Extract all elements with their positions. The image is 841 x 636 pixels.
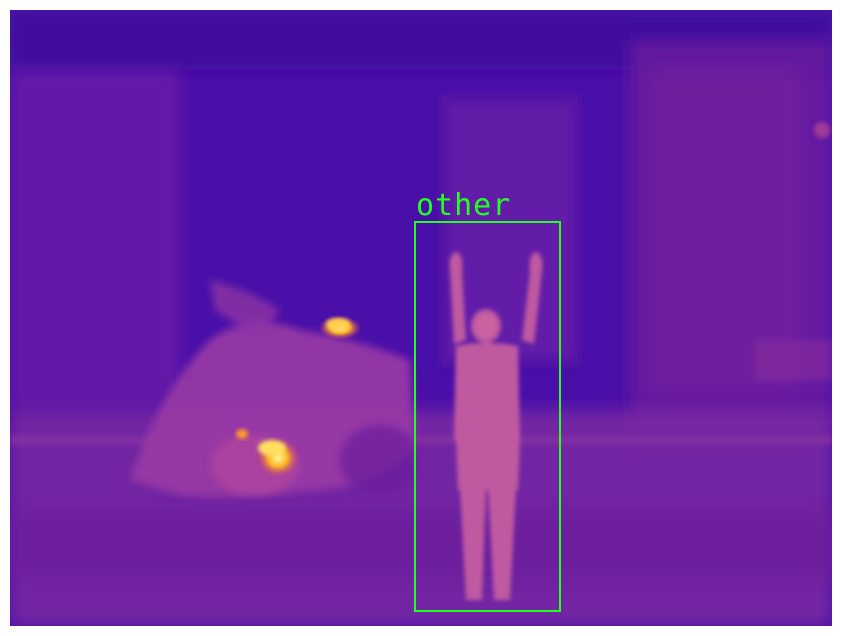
detection-label: other bbox=[416, 188, 512, 223]
detection-box bbox=[414, 221, 561, 612]
ground-line bbox=[10, 435, 832, 445]
person-head-warm bbox=[476, 315, 496, 337]
thermal-image bbox=[10, 10, 832, 626]
motorcycle bbox=[130, 280, 420, 497]
doorway-inner bbox=[450, 105, 570, 355]
left-wall bbox=[10, 70, 180, 410]
right-warm-spot bbox=[814, 122, 830, 138]
right-ledge bbox=[755, 340, 832, 380]
thermal-scene bbox=[10, 10, 832, 626]
right-building-shade bbox=[650, 70, 800, 390]
person bbox=[449, 252, 543, 600]
ground-shadow bbox=[10, 510, 832, 580]
